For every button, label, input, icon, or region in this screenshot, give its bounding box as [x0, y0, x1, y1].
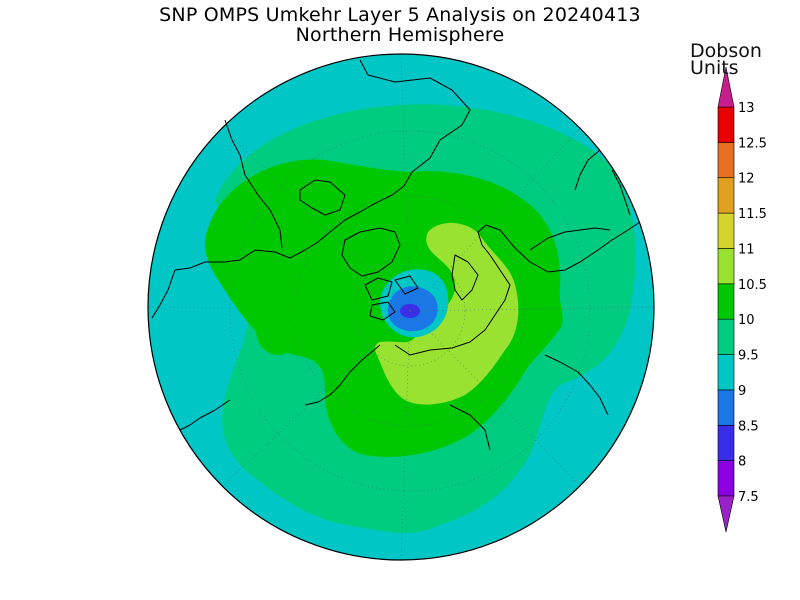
colorbar-tick-label: 8	[738, 455, 746, 470]
coast-eurasia	[394, 221, 641, 356]
coast-east-asia	[544, 354, 609, 416]
colorbar-segment	[717, 248, 735, 285]
colorbar-tick-label: 9	[738, 384, 746, 399]
colorbar-tick-label: 11.5	[738, 207, 767, 222]
colorbar-segment	[717, 354, 735, 391]
colorbar-units-line2: Units	[690, 57, 739, 79]
colorbar-segment	[717, 424, 735, 461]
coast-west-na	[224, 119, 283, 249]
field-band-10p5	[375, 222, 519, 405]
colorbar-segment	[717, 177, 735, 214]
colorbar-top-arrow	[717, 66, 735, 108]
coastlines	[151, 59, 641, 451]
colorbar-segment	[717, 106, 735, 143]
coast-north-america	[174, 59, 471, 271]
colorbar-tick-label: 10	[738, 313, 755, 328]
coast-europe	[304, 344, 381, 406]
colorbar-tick-label: 11	[738, 242, 755, 257]
coast-greenland	[341, 227, 401, 277]
colorbar-tick-label: 7.5	[738, 490, 759, 505]
coast-iberia	[449, 404, 491, 451]
map-title: SNP OMPS Umkehr Layer 5 Analysis on 2024…	[159, 4, 641, 26]
colorbar-tick-label: 12.5	[738, 136, 767, 151]
colorbar-segment	[717, 389, 735, 426]
colorbar-segment	[717, 283, 735, 320]
colorbar-segment	[717, 212, 735, 249]
colorbar-tick-label: 10.5	[738, 278, 767, 293]
ozone-field	[148, 54, 654, 560]
map-border	[147, 53, 655, 561]
colorbar-bottom-arrow	[717, 495, 735, 533]
colorbar-tick-label: 8.5	[738, 419, 759, 434]
coast-mexico	[151, 269, 176, 319]
coast-japan	[611, 169, 631, 216]
coast-kamchatka	[529, 227, 611, 251]
colorbar-tick-label: 12	[738, 172, 755, 187]
coast-africa	[179, 399, 231, 431]
coast-archipelago	[364, 275, 419, 321]
colorbar-segment	[717, 142, 735, 179]
colorbar-segment	[717, 318, 735, 355]
colorbar-tick-label: 13	[738, 101, 755, 116]
coast-se-asia	[574, 149, 601, 191]
field-blob-west	[256, 305, 300, 355]
colorbar-tick-label: 9.5	[738, 349, 759, 364]
coast-hudson	[299, 179, 346, 216]
colorbar-segment	[717, 460, 735, 497]
coast-scandinavia	[451, 254, 479, 301]
colorbar-units-line1: Dobson	[690, 40, 762, 62]
map-subtitle: Northern Hemisphere	[295, 24, 505, 46]
